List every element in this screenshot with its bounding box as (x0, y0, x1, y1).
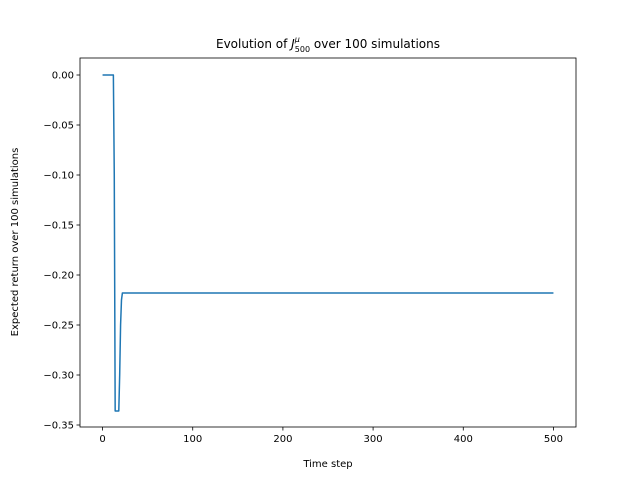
y-tick-label: −0.35 (43, 421, 74, 432)
chart-title-prefix: Evolution of (216, 37, 291, 51)
y-tick-label: −0.20 (43, 271, 74, 282)
plot-area (102, 74, 554, 412)
x-tick-label: 100 (183, 434, 202, 445)
y-tick-label: 0.00 (52, 71, 74, 82)
y-tick-label: −0.10 (43, 171, 74, 182)
chart-title-superscript: μ (294, 35, 300, 44)
x-tick-label: 0 (99, 434, 105, 445)
y-tick-label: −0.25 (43, 321, 74, 332)
chart-title-suffix: over 100 simulations (310, 37, 440, 51)
chart-title-subscript: 500 (295, 45, 310, 54)
x-tick-label: 300 (364, 434, 383, 445)
axes-frame (79, 57, 577, 428)
x-axis: 0 100 200 300 400 500 (99, 427, 563, 445)
chart-title: Evolution of Jμ 500 over 100 simulations (216, 35, 440, 54)
y-tick-label: −0.15 (43, 221, 74, 232)
x-tick-label: 500 (544, 434, 563, 445)
chart-title-symbol: J (289, 37, 295, 51)
x-axis-label: Time step (302, 459, 352, 470)
y-tick-label: −0.05 (43, 121, 74, 132)
y-axis: 0.00 −0.05 −0.10 −0.15 −0.20 −0.25 −0.30 −0.35 (43, 71, 80, 432)
y-axis-label: Expected return over 100 simulations (10, 148, 21, 337)
x-tick-label: 200 (273, 434, 292, 445)
y-tick-label: −0.30 (43, 371, 74, 382)
x-tick-label: 400 (454, 434, 473, 445)
series-line (102, 74, 554, 412)
